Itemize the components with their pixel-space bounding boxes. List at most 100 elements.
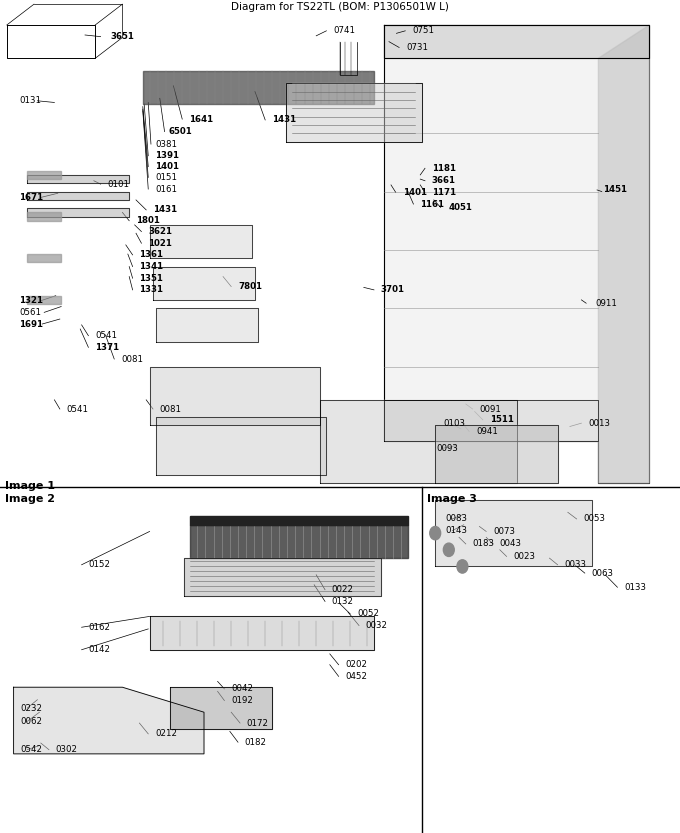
Text: 0103: 0103 — [443, 419, 465, 427]
Polygon shape — [384, 25, 649, 58]
Polygon shape — [150, 367, 320, 425]
Text: 1431: 1431 — [153, 206, 177, 214]
Polygon shape — [27, 296, 61, 304]
Text: Image 1: Image 1 — [5, 481, 56, 491]
Text: 0042: 0042 — [231, 685, 253, 693]
Text: 1341: 1341 — [139, 262, 163, 271]
Text: 0013: 0013 — [588, 419, 610, 427]
Text: 1331: 1331 — [139, 286, 163, 294]
Text: 0022: 0022 — [332, 586, 354, 594]
Text: 0541: 0541 — [67, 405, 88, 413]
Text: 0561: 0561 — [19, 308, 41, 317]
Polygon shape — [27, 208, 129, 217]
Text: 0381: 0381 — [155, 140, 177, 148]
Text: Image 3: Image 3 — [427, 494, 477, 504]
Text: 0452: 0452 — [345, 672, 367, 681]
Text: 0172: 0172 — [247, 719, 269, 727]
Text: 0212: 0212 — [155, 730, 177, 738]
Polygon shape — [190, 525, 408, 558]
Text: 7801: 7801 — [238, 282, 262, 291]
Polygon shape — [435, 425, 558, 483]
Text: 0023: 0023 — [513, 552, 535, 561]
Polygon shape — [14, 687, 204, 754]
Polygon shape — [598, 25, 649, 483]
Polygon shape — [184, 558, 381, 596]
Text: 1431: 1431 — [272, 116, 296, 124]
Polygon shape — [27, 254, 61, 262]
Text: Diagram for TS22TL (BOM: P1306501W L): Diagram for TS22TL (BOM: P1306501W L) — [231, 2, 449, 12]
Text: 3651: 3651 — [110, 32, 134, 41]
Polygon shape — [150, 225, 252, 258]
Text: 0152: 0152 — [88, 561, 110, 569]
Text: 0032: 0032 — [366, 621, 388, 630]
Text: 0143: 0143 — [445, 526, 467, 535]
Text: 6501: 6501 — [169, 127, 192, 136]
Polygon shape — [27, 175, 129, 183]
Text: 0101: 0101 — [107, 180, 129, 188]
Polygon shape — [153, 267, 255, 300]
Text: 3701: 3701 — [381, 286, 405, 294]
Text: 1641: 1641 — [189, 115, 213, 123]
Polygon shape — [435, 500, 592, 566]
Text: 0731: 0731 — [406, 43, 428, 52]
Polygon shape — [150, 616, 374, 650]
Text: 0151: 0151 — [155, 173, 177, 182]
Text: 3661: 3661 — [432, 177, 456, 185]
Text: 0132: 0132 — [332, 597, 354, 606]
Polygon shape — [27, 212, 61, 221]
Text: 1161: 1161 — [420, 200, 444, 208]
Text: 1371: 1371 — [95, 343, 119, 352]
Text: 0033: 0033 — [564, 561, 586, 569]
Text: 1351: 1351 — [139, 274, 163, 282]
Text: 3621: 3621 — [148, 227, 172, 236]
Text: 0083: 0083 — [445, 515, 467, 523]
Polygon shape — [27, 192, 129, 200]
Text: 0043: 0043 — [500, 540, 522, 548]
Text: 0741: 0741 — [333, 27, 355, 35]
Text: 0202: 0202 — [345, 661, 367, 669]
Text: 0091: 0091 — [479, 405, 501, 413]
Circle shape — [457, 560, 468, 573]
Text: 1021: 1021 — [148, 239, 172, 247]
Text: 0183: 0183 — [473, 540, 494, 548]
Polygon shape — [384, 400, 598, 441]
Polygon shape — [190, 516, 408, 525]
Polygon shape — [320, 400, 517, 483]
Polygon shape — [156, 416, 326, 475]
Text: 1451: 1451 — [603, 186, 627, 194]
Text: 1321: 1321 — [19, 297, 43, 305]
Text: 0751: 0751 — [413, 27, 435, 35]
Text: 0182: 0182 — [245, 738, 267, 746]
Text: 0063: 0063 — [592, 569, 613, 577]
Text: 1361: 1361 — [139, 251, 163, 259]
Polygon shape — [143, 71, 374, 104]
Text: 1171: 1171 — [432, 188, 456, 197]
Text: 1181: 1181 — [432, 164, 456, 172]
Text: 0911: 0911 — [595, 299, 617, 307]
Text: 0541: 0541 — [95, 332, 117, 340]
Text: 0542: 0542 — [20, 746, 42, 754]
Text: Image 2: Image 2 — [5, 494, 56, 504]
Text: 0081: 0081 — [160, 405, 182, 413]
Text: 1691: 1691 — [19, 320, 43, 328]
Circle shape — [443, 543, 454, 556]
Text: 0062: 0062 — [20, 717, 42, 726]
Text: 0232: 0232 — [20, 704, 42, 712]
Text: 1511: 1511 — [490, 416, 513, 424]
Text: 1401: 1401 — [155, 162, 179, 171]
Text: 0073: 0073 — [493, 527, 515, 536]
Text: 0052: 0052 — [357, 610, 379, 618]
Text: 1401: 1401 — [403, 188, 426, 197]
Text: 0053: 0053 — [583, 515, 605, 523]
Polygon shape — [384, 25, 649, 483]
Text: 4051: 4051 — [449, 203, 473, 212]
Text: 0302: 0302 — [56, 746, 78, 754]
Text: 0142: 0142 — [88, 646, 110, 654]
Polygon shape — [27, 171, 61, 179]
Text: 0133: 0133 — [624, 583, 646, 591]
Text: 1391: 1391 — [155, 152, 179, 160]
Text: 0161: 0161 — [155, 185, 177, 193]
Polygon shape — [156, 308, 258, 342]
Text: 0131: 0131 — [19, 97, 41, 105]
Polygon shape — [170, 687, 272, 729]
